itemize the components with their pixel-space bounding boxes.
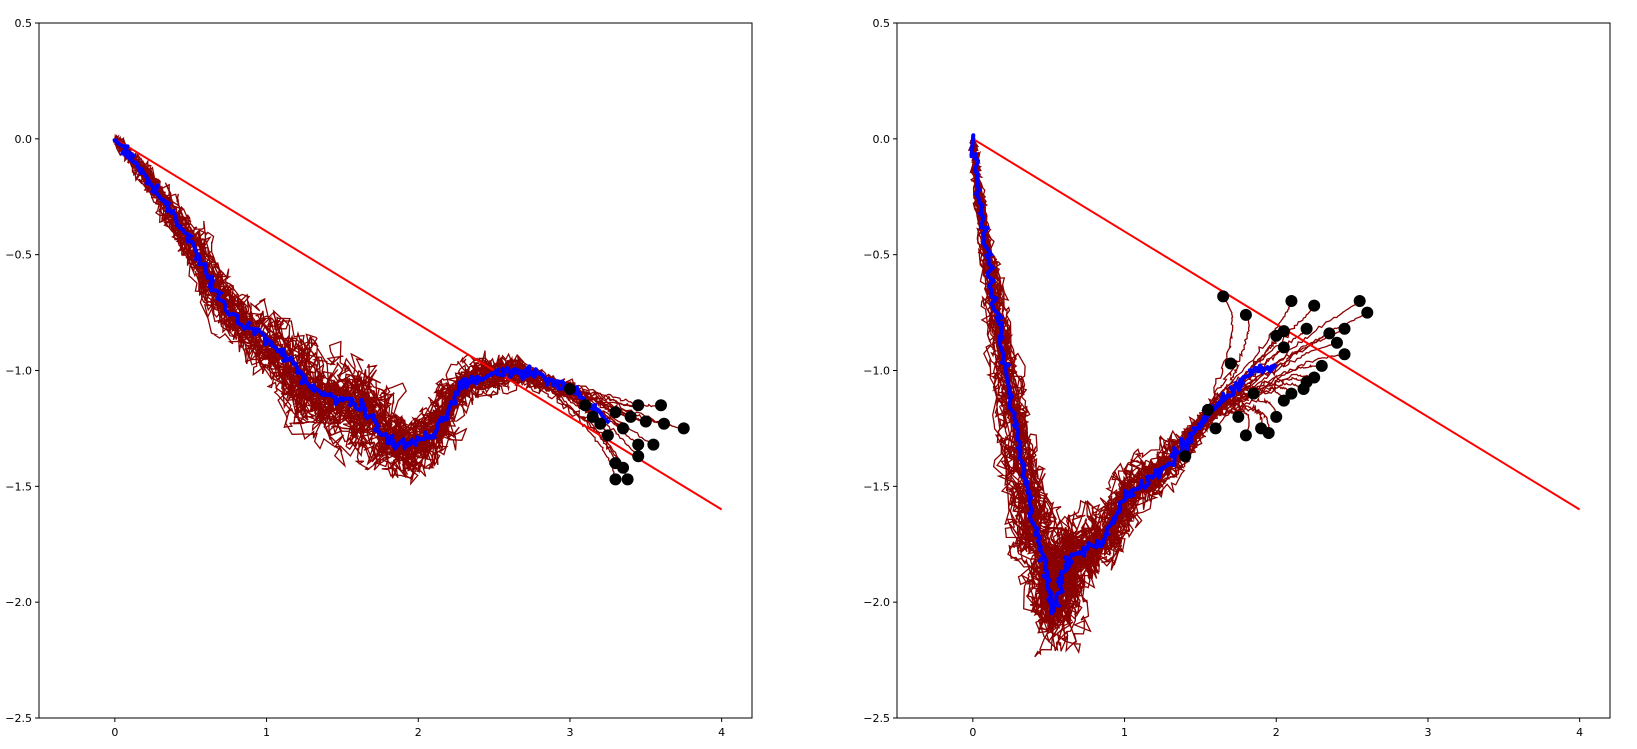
x-tick-label: 3 — [1424, 726, 1431, 739]
endpoint-marker — [1277, 394, 1290, 407]
endpoint-marker — [1209, 422, 1222, 435]
plot-area — [967, 133, 1581, 658]
endpoint-marker — [594, 417, 607, 430]
endpoint-marker — [1361, 306, 1374, 319]
endpoint-marker — [579, 399, 592, 412]
plot-area — [112, 133, 723, 511]
y-tick-label: 0.5 — [15, 17, 33, 30]
endpoint-marker — [1338, 348, 1351, 361]
x-tick-label: 1 — [1121, 726, 1128, 739]
random-walk-line — [971, 138, 1304, 652]
endpoint-marker — [1330, 336, 1343, 349]
x-tick-label: 2 — [1273, 726, 1280, 739]
endpoint-marker — [601, 429, 614, 442]
endpoint-marker — [1300, 322, 1313, 335]
axes-frame — [38, 22, 753, 719]
endpoint-marker — [563, 383, 576, 396]
x-tick-label: 1 — [263, 726, 270, 739]
y-tick-label: 0.0 — [873, 133, 891, 146]
endpoint-marker — [1224, 357, 1237, 370]
endpoint-marker — [647, 438, 660, 451]
endpoint-marker — [1217, 290, 1230, 303]
endpoint-marker — [1315, 359, 1328, 372]
endpoint-marker — [658, 417, 671, 430]
x-tick-label: 0 — [969, 726, 976, 739]
y-tick-label: −2.0 — [863, 596, 890, 609]
endpoint-marker — [624, 410, 637, 423]
y-tick-label: 0.0 — [15, 133, 33, 146]
y-tick-label: −2.5 — [863, 712, 890, 725]
reference-line — [114, 137, 723, 511]
x-tick-label: 0 — [111, 726, 118, 739]
random-walk-line — [114, 134, 617, 480]
endpoint-marker — [632, 450, 645, 463]
endpoint-marker — [617, 461, 630, 474]
x-tick-label: 3 — [566, 726, 573, 739]
endpoint-marker — [639, 415, 652, 428]
endpoint-marker — [617, 422, 630, 435]
endpoint-marker — [1338, 322, 1351, 335]
y-tick-label: −1.5 — [863, 480, 890, 493]
endpoint-marker — [1353, 295, 1366, 307]
endpoint-marker — [1201, 403, 1214, 416]
y-tick-label: −2.0 — [5, 596, 32, 609]
left-plot-panel: 0 1 2 3 4 0.5 0.0 −0.5 −1.0 −1.5 −2.0 −2.5 — [5, 17, 753, 739]
endpoint-marker — [654, 399, 667, 412]
random-walk-line — [972, 138, 1250, 624]
endpoint-marker — [1277, 341, 1290, 354]
endpoint-marker — [1308, 299, 1321, 312]
x-tick-label: 2 — [415, 726, 422, 739]
endpoint-marker — [1262, 427, 1275, 440]
endpoint-marker — [1285, 387, 1298, 400]
x-tick-label: 4 — [1576, 726, 1583, 739]
endpoint-marker — [1270, 410, 1283, 423]
mean-path-line — [112, 138, 611, 451]
endpoint-marker — [1232, 410, 1245, 423]
endpoint-marker — [621, 473, 634, 486]
endpoint-marker — [609, 406, 622, 419]
y-tick-label: −1.0 — [863, 365, 890, 378]
endpoint-marker — [1239, 429, 1252, 442]
random-walk-line — [114, 138, 577, 479]
y-tick-label: 0.5 — [873, 17, 891, 30]
y-tick-label: −0.5 — [5, 249, 32, 262]
endpoint-marker — [1297, 383, 1310, 396]
y-tick-label: −2.5 — [5, 712, 32, 725]
y-tick-label: −0.5 — [863, 249, 890, 262]
endpoint-marker — [1323, 327, 1336, 340]
endpoint-marker — [1285, 295, 1298, 307]
endpoint-marker — [677, 422, 690, 435]
endpoint-marker — [1247, 387, 1260, 400]
y-tick-label: −1.5 — [5, 480, 32, 493]
endpoint-marker — [632, 399, 645, 412]
reference-line — [972, 137, 1581, 511]
x-tick-label: 4 — [718, 726, 725, 739]
endpoint-marker — [632, 438, 645, 451]
endpoint-marker — [609, 473, 622, 486]
endpoint-marker — [586, 410, 599, 423]
endpoint-marker — [1239, 308, 1252, 321]
endpoint-marker — [1179, 450, 1192, 463]
y-tick-label: −1.0 — [5, 365, 32, 378]
right-plot-panel: 0 1 2 3 4 0.5 0.0 −0.5 −1.0 −1.5 −2.0 −2.5 — [863, 17, 1611, 739]
endpoint-marker — [1277, 325, 1290, 338]
